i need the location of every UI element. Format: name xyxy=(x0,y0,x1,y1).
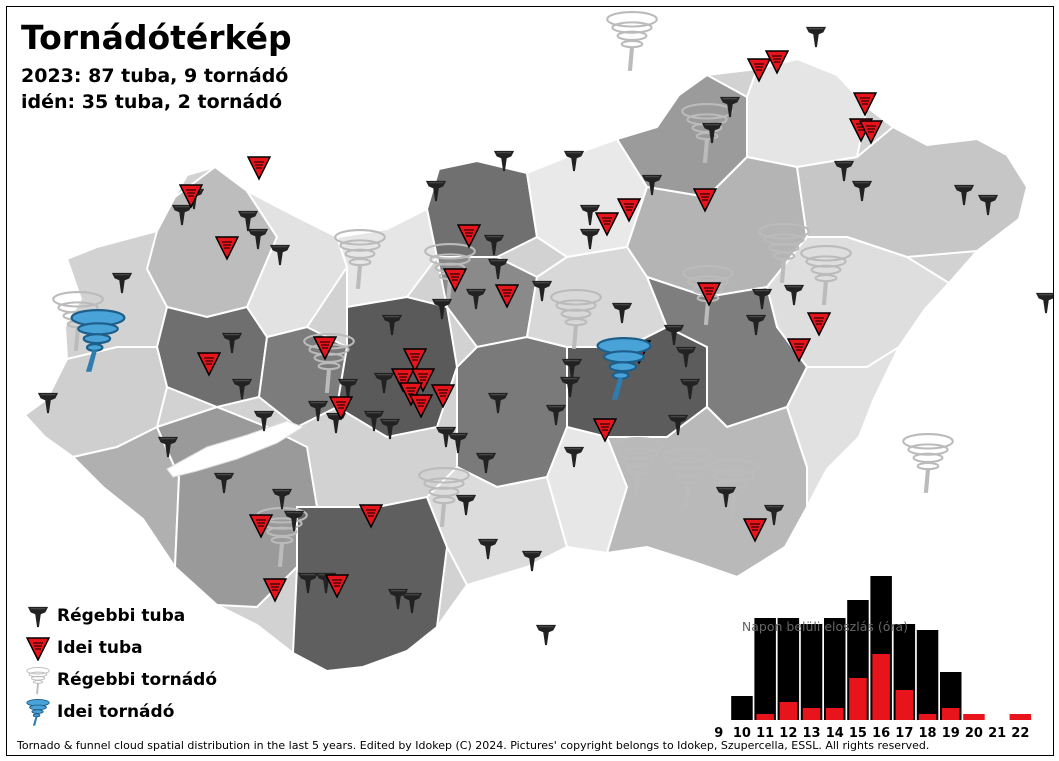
old-funnel-icon xyxy=(535,624,557,646)
histogram-tick-label: 10 xyxy=(733,726,751,738)
histogram-bar-total xyxy=(800,624,823,720)
hungary-map xyxy=(23,11,1053,673)
histogram-bar-total xyxy=(916,630,939,720)
histogram-tick-label: 20 xyxy=(965,726,983,738)
old-funnel-icon xyxy=(1035,292,1053,314)
histogram-bar-total xyxy=(824,618,846,720)
histogram-tick-label: 19 xyxy=(942,726,960,738)
region xyxy=(335,207,439,309)
histogram-tick-label: 11 xyxy=(756,726,774,738)
footer-credits: Tornado & funnel cloud spatial distribut… xyxy=(17,739,930,752)
new-funnel-icon xyxy=(247,156,271,180)
histogram-tick-label: 12 xyxy=(779,726,797,738)
map-title: Tornádótérkép xyxy=(21,18,292,57)
histogram-title: Napon belüli eloszlás (óra) xyxy=(742,619,908,634)
stats-2023: 2023: 87 tuba, 9 tornádó xyxy=(21,65,289,87)
region xyxy=(23,346,169,459)
region xyxy=(425,159,539,258)
region xyxy=(456,335,568,489)
histogram-bar-this-year xyxy=(918,714,937,720)
histogram-bar-this-year xyxy=(756,714,774,720)
lake-balaton xyxy=(166,420,305,478)
histogram-bar-total xyxy=(754,618,776,720)
histogram-bar-this-year xyxy=(802,708,821,720)
legend-label: Régebbi tornádó xyxy=(57,670,218,690)
histogram-bar-this-year xyxy=(1009,714,1032,720)
region xyxy=(746,57,869,169)
histogram-tick-label: 18 xyxy=(919,726,937,738)
histogram-bar-this-year xyxy=(895,690,914,720)
old-funnel-icon xyxy=(805,26,827,48)
histogram-tick-label: 21 xyxy=(988,726,1006,738)
stats-this-year: idén: 35 tuba, 2 tornádó xyxy=(21,91,282,113)
region xyxy=(291,495,449,673)
histogram-bar-this-year xyxy=(826,708,844,720)
histogram-tick-label: 16 xyxy=(872,726,890,738)
histogram-tick-label: 14 xyxy=(826,726,844,738)
histogram-bar-this-year xyxy=(779,702,798,720)
histogram-bar-this-year xyxy=(849,678,867,720)
tornado-grey-icon xyxy=(26,667,50,695)
map-frame: Tornádótérkép 2023: 87 tuba, 9 tornádó i… xyxy=(6,6,1054,756)
region xyxy=(785,344,902,508)
histogram-bar-total xyxy=(777,618,800,720)
histogram-tick-label: 15 xyxy=(849,726,867,738)
hourly-histogram: 9 10 11 12 13 14 15 16 17 18 19 20 21 22 Napon belüli… xyxy=(714,576,1032,738)
funnel-dark-icon xyxy=(27,606,49,628)
region xyxy=(244,188,349,339)
legend-label: Idei tornádó xyxy=(57,702,175,722)
tornado-blue-icon xyxy=(26,699,50,727)
histogram-tick-label: 17 xyxy=(895,726,913,738)
legend-label: Idei tuba xyxy=(57,638,143,658)
histogram-tick-label: 9 xyxy=(714,726,723,738)
histogram-bar-total xyxy=(731,696,753,720)
histogram-bar-this-year xyxy=(963,714,985,720)
histogram-bar-this-year xyxy=(872,654,890,720)
histogram-tick-label: 13 xyxy=(803,726,821,738)
old-tornado-icon xyxy=(902,433,954,495)
old-tornado-icon xyxy=(606,11,658,73)
histogram-bar-this-year xyxy=(942,708,960,720)
histogram-tick-label: 22 xyxy=(1011,726,1029,738)
funnel-red-triangle-icon xyxy=(26,637,50,661)
legend-label: Régebbi tuba xyxy=(57,606,186,626)
